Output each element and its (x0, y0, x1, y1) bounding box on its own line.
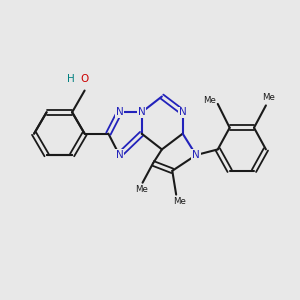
Text: N: N (192, 150, 200, 160)
Text: Me: Me (173, 196, 186, 206)
Text: Me: Me (262, 93, 275, 102)
Text: N: N (116, 107, 123, 117)
Text: N: N (138, 107, 146, 117)
Text: O: O (80, 74, 89, 84)
Text: Me: Me (203, 97, 216, 106)
Text: Me: Me (135, 185, 148, 194)
Text: N: N (179, 107, 187, 117)
Text: H: H (68, 74, 75, 84)
Text: N: N (116, 150, 123, 160)
